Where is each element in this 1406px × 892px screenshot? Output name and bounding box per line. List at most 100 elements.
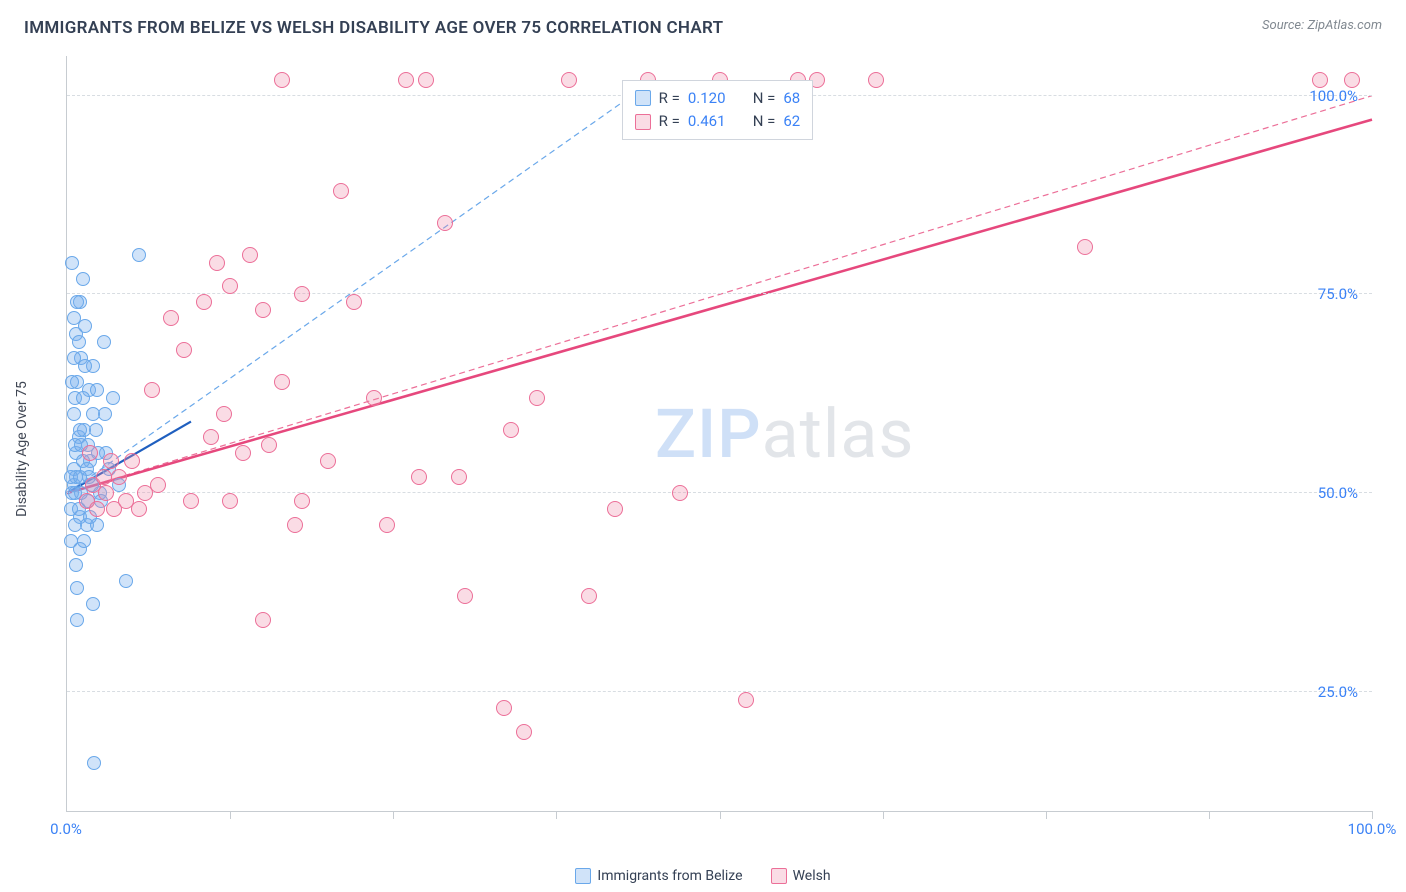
pink-point [457, 588, 473, 604]
pink-point [366, 390, 382, 406]
pink-point [1077, 239, 1093, 255]
pink-point [183, 493, 199, 509]
pink-point [287, 517, 303, 533]
pink-point [274, 374, 290, 390]
blue-point [67, 407, 81, 421]
pink-point [111, 469, 127, 485]
legend-swatch-pink [771, 868, 787, 884]
pink-point [274, 72, 290, 88]
legend-label-pink: Welsh [793, 868, 831, 884]
blue-point [70, 295, 84, 309]
info-swatch-pink [635, 114, 651, 130]
blue-point [65, 375, 79, 389]
legend-item-pink: Welsh [771, 868, 831, 884]
gridline [67, 691, 1372, 692]
pink-point [294, 286, 310, 302]
blue-point [76, 272, 90, 286]
pink-point [1312, 72, 1328, 88]
pink-point [82, 445, 98, 461]
chart-title: IMMIGRANTS FROM BELIZE VS WELSH DISABILI… [24, 18, 723, 38]
pink-point [131, 501, 147, 517]
pink-point [124, 453, 140, 469]
n-value-pink: 62 [783, 110, 800, 133]
y-tick-label: 50.0% [1318, 484, 1358, 502]
info-row-pink: R = 0.461 N = 62 [635, 110, 801, 133]
correlation-info-box: R = 0.120 N = 68R = 0.461 N = 62 [622, 80, 814, 141]
legend: Immigrants from Belize Welsh [0, 868, 1406, 884]
blue-point [119, 574, 133, 588]
blue-point [70, 613, 84, 627]
pink-point [672, 485, 688, 501]
x-tick [1372, 811, 1373, 819]
pink-point [235, 445, 251, 461]
x-tick-label: 100.0% [1348, 820, 1397, 838]
blue-point [73, 423, 87, 437]
r-label: R = [659, 87, 680, 110]
pink-point [103, 453, 119, 469]
n-value-blue: 68 [783, 87, 800, 110]
y-tick-label: 25.0% [1318, 683, 1358, 701]
pink-point [496, 700, 512, 716]
blue-point [87, 756, 101, 770]
blue-point [76, 391, 90, 405]
watermark-atlas: atlas [762, 394, 915, 474]
pink-point [320, 453, 336, 469]
pink-point [561, 72, 577, 88]
pink-point [529, 390, 545, 406]
y-tick-label: 100.0% [1309, 87, 1358, 105]
pink-point [516, 724, 532, 740]
x-tick [556, 811, 557, 819]
pink-point [242, 247, 258, 263]
info-swatch-blue [635, 90, 651, 106]
blue-point [86, 597, 100, 611]
pink-point [398, 72, 414, 88]
x-tick [883, 811, 884, 819]
pink-point [176, 342, 192, 358]
source-prefix: Source: [1262, 18, 1304, 33]
pink-point [411, 469, 427, 485]
pink-point [261, 437, 277, 453]
blue-point [77, 534, 91, 548]
pink-point [418, 72, 434, 88]
pink-point [1344, 72, 1360, 88]
blue-point [78, 359, 92, 373]
blue-point [90, 383, 104, 397]
x-tick [1046, 811, 1047, 819]
pink-point [96, 469, 112, 485]
info-row-blue: R = 0.120 N = 68 [635, 87, 801, 110]
pink-point [255, 302, 271, 318]
x-tick [1209, 811, 1210, 819]
x-tick-label: 0.0% [50, 820, 82, 838]
legend-item-blue: Immigrants from Belize [575, 868, 742, 884]
pink-point [216, 406, 232, 422]
pink-point [150, 477, 166, 493]
blue-point [72, 335, 86, 349]
gridline [67, 492, 1372, 493]
source-link[interactable]: ZipAtlas.com [1307, 18, 1382, 33]
blue-point [106, 391, 120, 405]
source-attribution: Source: ZipAtlas.com [1262, 18, 1382, 33]
pink-point [89, 501, 105, 517]
x-tick [393, 811, 394, 819]
x-tick [720, 811, 721, 819]
chart-container: Disability Age Over 75 ZIPatlas 25.0%50.… [24, 56, 1382, 842]
pink-point [607, 501, 623, 517]
blue-point [68, 518, 82, 532]
legend-swatch-blue [575, 868, 591, 884]
blue-point [65, 256, 79, 270]
watermark: ZIPatlas [655, 394, 915, 474]
watermark-zip: ZIP [655, 394, 762, 474]
pink-point [196, 294, 212, 310]
pink-point [581, 588, 597, 604]
pink-point [503, 422, 519, 438]
blue-point [69, 558, 83, 572]
blue-point [132, 248, 146, 262]
y-axis-label: Disability Age Over 75 [14, 381, 30, 517]
n-label: N = [753, 87, 776, 110]
n-label: N = [753, 110, 776, 133]
blue-point [70, 581, 84, 595]
blue-point [86, 407, 100, 421]
pink-point [437, 215, 453, 231]
pink-point [379, 517, 395, 533]
x-tick [230, 811, 231, 819]
